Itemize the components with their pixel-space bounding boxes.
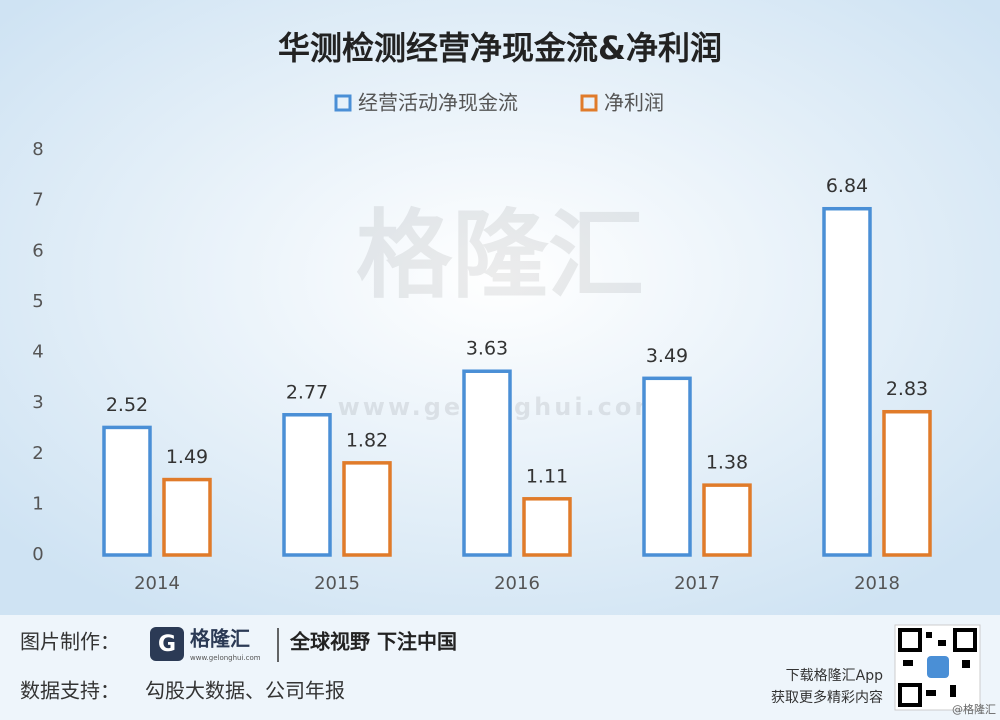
legend-swatch — [334, 94, 352, 112]
bar — [342, 461, 392, 557]
logo-url: www.gelonghui.com — [190, 654, 261, 662]
x-tick-label: 2018 — [854, 573, 900, 594]
value-label: 1.82 — [346, 429, 388, 451]
y-tick-label: 4 — [32, 342, 43, 363]
source: 勾股大数据、公司年报 — [145, 679, 345, 703]
value-label: 6.84 — [826, 175, 868, 197]
bar — [642, 376, 692, 557]
footer-label: 数据支持： — [20, 679, 120, 703]
logo-name: 格隆汇 — [190, 627, 250, 651]
handle: @格隆汇 — [952, 702, 996, 716]
bar — [822, 206, 872, 557]
legend: 经营活动净现金流 净利润 — [334, 91, 664, 115]
app-text: 获取更多精彩内容 — [771, 689, 883, 706]
bar — [282, 413, 332, 557]
value-label: 3.63 — [466, 338, 508, 360]
qr-code — [894, 624, 981, 711]
value-label: 1.11 — [526, 465, 568, 487]
bar — [522, 497, 572, 557]
y-tick-label: 5 — [32, 291, 43, 312]
legend-label: 经营活动净现金流 — [358, 91, 518, 115]
logo-icon — [150, 627, 184, 661]
bar — [462, 369, 512, 557]
value-label: 1.49 — [166, 446, 208, 468]
y-tick-label: 0 — [32, 544, 43, 565]
y-tick-label: 6 — [32, 240, 43, 261]
value-label: 3.49 — [646, 345, 688, 367]
watermark: 格隆汇 — [356, 199, 644, 311]
chart-title: 华测检测经营净现金流&净利润 — [278, 29, 722, 67]
y-tick-label: 2 — [32, 443, 43, 464]
y-tick-label: 8 — [32, 139, 43, 160]
plot: 0 1 2 3 4 5 6 7 8 2014 2.52 1.49 2015 2.77 1.82 2016 3.6… — [32, 139, 932, 594]
y-tick-label: 7 — [32, 190, 43, 211]
legend-swatch — [580, 94, 598, 112]
value-label: 2.83 — [886, 378, 928, 400]
value-label: 2.52 — [106, 394, 148, 416]
y-tick-label: 3 — [32, 392, 43, 413]
x-tick-label: 2017 — [674, 573, 720, 594]
logo-letter: G — [158, 632, 176, 657]
x-tick-label: 2016 — [494, 573, 540, 594]
y-tick-label: 1 — [32, 493, 43, 514]
bar — [162, 477, 212, 557]
app-text: 下载格隆汇App — [786, 668, 883, 684]
legend-label: 净利润 — [604, 91, 664, 115]
value-label: 2.77 — [286, 381, 328, 403]
value-label: 1.38 — [706, 452, 748, 474]
footer-label: 图片制作： — [20, 630, 120, 654]
x-tick-label: 2015 — [314, 573, 360, 594]
bar — [102, 425, 152, 557]
bar — [702, 483, 752, 557]
slogan: 全球视野 下注中国 — [289, 630, 457, 654]
bar — [882, 409, 932, 557]
x-tick-label: 2014 — [134, 573, 180, 594]
